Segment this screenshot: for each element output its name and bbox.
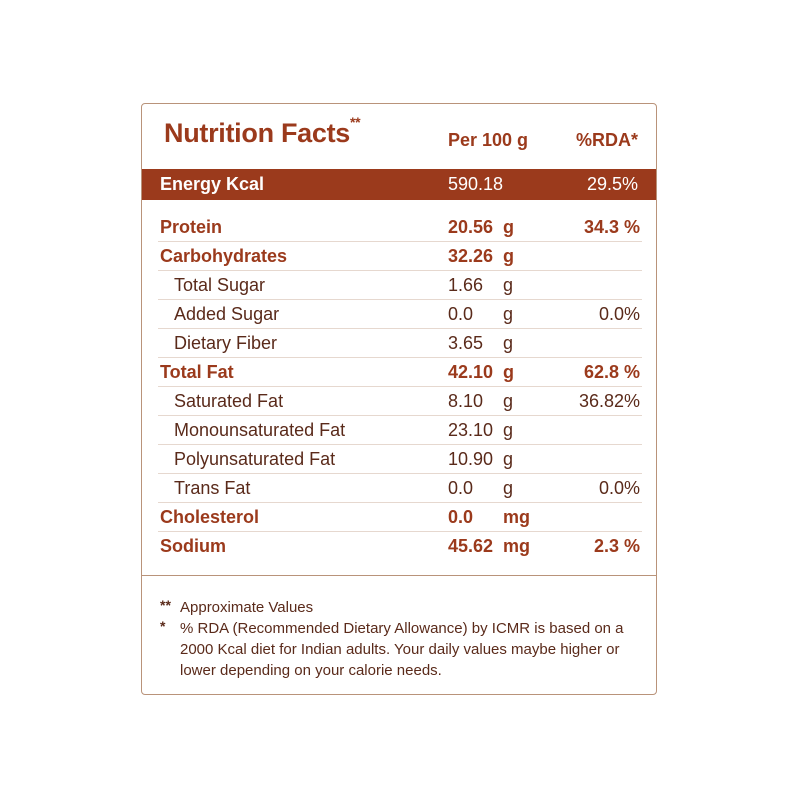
nutrient-unit: g bbox=[503, 333, 514, 353]
nutrient-value: 0.0 bbox=[448, 478, 474, 498]
table-row: Added Sugar 0.0 g 0.0% bbox=[158, 300, 642, 329]
footnote-mark: ** bbox=[160, 597, 171, 613]
table-row: Cholesterol 0.0 mg bbox=[158, 503, 642, 532]
nutrient-rda: 0.0% bbox=[598, 478, 640, 498]
nutrient-name: Added Sugar bbox=[174, 304, 280, 324]
nutrient-rda: 2.3 % bbox=[593, 536, 640, 556]
nutrient-unit: g bbox=[503, 275, 514, 295]
nutrient-unit: g bbox=[503, 362, 514, 382]
nutrient-unit: g bbox=[503, 478, 514, 498]
nutrient-table: Protein 20.56 g 34.3 % Carbohydrates 32.26 g To… bbox=[158, 213, 642, 561]
nutrient-unit: mg bbox=[503, 507, 530, 527]
table-row: Polyunsaturated Fat 10.90 g bbox=[158, 445, 642, 474]
nutrient-value: 20.56 bbox=[448, 217, 494, 237]
table-row: Trans Fat 0.0 g 0.0% bbox=[158, 474, 642, 503]
nutrient-rda: 36.82% bbox=[578, 391, 640, 411]
energy-value: 590.18 bbox=[448, 174, 504, 194]
footnote-text: Approximate Values bbox=[180, 599, 314, 616]
table-row: Protein 20.56 g 34.3 % bbox=[158, 213, 642, 242]
nutrient-name: Total Sugar bbox=[174, 275, 266, 295]
table-row: Total Fat 42.10 g 62.8 % bbox=[158, 358, 642, 387]
nutrient-rda: 62.8 % bbox=[583, 362, 640, 382]
nutrient-unit: g bbox=[503, 391, 514, 411]
nutrient-name: Saturated Fat bbox=[174, 391, 284, 411]
page-title: Nutrition Facts** bbox=[164, 114, 361, 149]
nutrient-value: 10.90 bbox=[448, 449, 494, 469]
nutrient-name: Sodium bbox=[160, 536, 226, 556]
divider bbox=[142, 575, 656, 576]
nutrient-value: 1.66 bbox=[448, 275, 484, 295]
nutrient-unit: g bbox=[503, 304, 514, 324]
energy-row: Energy Kcal 590.18 29.5% bbox=[142, 169, 656, 200]
footnote: ** Approximate Values bbox=[160, 597, 640, 618]
nutrient-unit: g bbox=[503, 449, 514, 469]
table-row: Saturated Fat 8.10 g 36.82% bbox=[158, 387, 642, 416]
per-100g-header: Per 100 g bbox=[448, 130, 529, 150]
energy-label: Energy Kcal bbox=[160, 174, 265, 194]
nutrient-rda: 34.3 % bbox=[583, 217, 640, 237]
table-row: Carbohydrates 32.26 g bbox=[158, 242, 642, 271]
nutrient-name: Carbohydrates bbox=[160, 246, 288, 266]
footnote-mark: * bbox=[160, 618, 166, 634]
table-row: Monounsaturated Fat 23.10 g bbox=[158, 416, 642, 445]
nutrient-value: 0.0 bbox=[448, 304, 474, 324]
nutrient-unit: g bbox=[503, 246, 514, 266]
nutrient-unit: g bbox=[503, 217, 514, 237]
nutrient-value: 3.65 bbox=[448, 333, 484, 353]
nutrient-value: 45.62 bbox=[448, 536, 494, 556]
nutrient-name: Total Fat bbox=[160, 362, 234, 382]
nutrient-value: 8.10 bbox=[448, 391, 484, 411]
nutrient-value: 23.10 bbox=[448, 420, 494, 440]
nutrient-rda: 0.0% bbox=[598, 304, 640, 324]
table-row: Sodium 45.62 mg 2.3 % bbox=[158, 532, 642, 561]
nutrient-name: Monounsaturated Fat bbox=[174, 420, 346, 440]
nutrient-unit: g bbox=[503, 420, 514, 440]
table-row: Dietary Fiber 3.65 g bbox=[158, 329, 642, 358]
nutrient-value: 42.10 bbox=[448, 362, 494, 382]
title-text: Nutrition Facts bbox=[164, 118, 351, 148]
nutrition-facts-panel: Nutrition Facts** Per 100 g %RDA* Energy… bbox=[141, 103, 657, 695]
energy-rda: 29.5% bbox=[586, 174, 638, 194]
title-mark: ** bbox=[350, 114, 361, 130]
nutrient-name: Cholesterol bbox=[160, 507, 260, 527]
nutrient-name: Trans Fat bbox=[174, 478, 251, 498]
footnotes: ** Approximate Values * % RDA (Recommended … bbox=[160, 597, 640, 681]
footnote: * % RDA (Recommended Dietary Allowance) b… bbox=[160, 618, 640, 681]
nutrient-name: Protein bbox=[160, 217, 223, 237]
nutrient-unit: mg bbox=[503, 536, 530, 556]
nutrient-name: Polyunsaturated Fat bbox=[174, 449, 336, 469]
rda-header: %RDA* bbox=[575, 130, 638, 150]
footnote-text: % RDA (Recommended Dietary Allowance) by… bbox=[180, 620, 624, 679]
table-row: Total Sugar 1.66 g bbox=[158, 271, 642, 300]
nutrient-value: 0.0 bbox=[448, 507, 474, 527]
nutrient-name: Dietary Fiber bbox=[174, 333, 278, 353]
nutrient-value: 32.26 bbox=[448, 246, 494, 266]
